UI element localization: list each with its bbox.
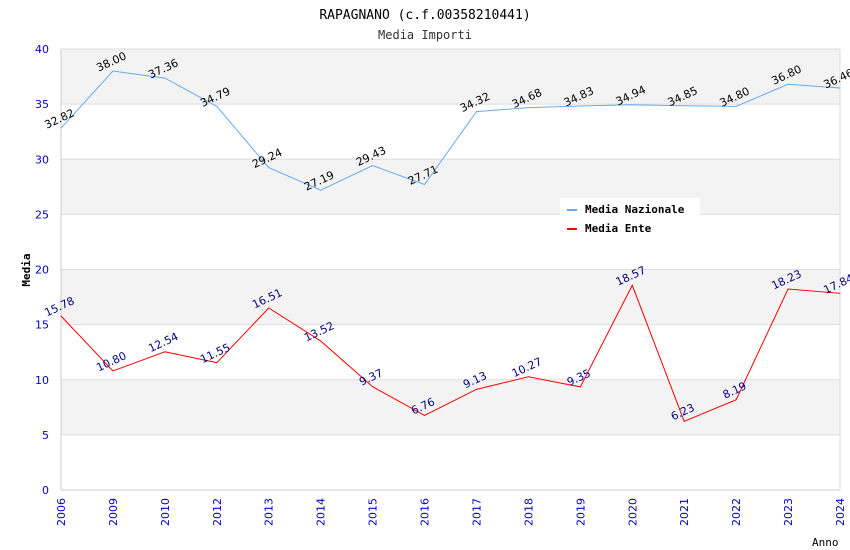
x-tick-label: 2017 <box>470 498 483 526</box>
y-tick-label: 10 <box>35 374 49 387</box>
y-tick-label: 35 <box>35 98 49 111</box>
data-point <box>579 105 581 107</box>
x-tick-label: 2006 <box>55 498 68 526</box>
x-tick-label: 2020 <box>626 498 639 526</box>
data-point <box>164 77 166 79</box>
data-point <box>320 189 322 191</box>
data-point <box>579 386 581 388</box>
data-point <box>424 183 426 185</box>
legend-label-ente: Media Ente <box>585 222 652 235</box>
x-tick-label: 2014 <box>315 498 328 526</box>
data-point <box>475 388 477 390</box>
series-line-ente <box>60 284 841 422</box>
grid-band <box>61 269 840 325</box>
data-point <box>216 105 218 107</box>
x-tick-label: 2019 <box>574 498 587 526</box>
data-point <box>372 386 374 388</box>
x-tick-label: 2024 <box>834 498 847 526</box>
data-point <box>216 362 218 364</box>
y-tick-label: 40 <box>35 43 49 56</box>
data-point <box>735 399 737 401</box>
chart-title: RAPAGNANO (c.f.00358210441) <box>319 8 530 23</box>
x-tick-label: 2018 <box>522 498 535 526</box>
data-point <box>787 83 789 85</box>
grid-band <box>61 379 840 435</box>
y-tick-label: 15 <box>35 319 49 332</box>
data-point <box>60 315 62 317</box>
data-point <box>631 104 633 106</box>
x-tick-label: 2021 <box>678 498 691 526</box>
series-line-nazionale <box>60 70 841 191</box>
data-point <box>372 165 374 167</box>
x-tick-label: 2015 <box>367 498 380 526</box>
grid-band <box>61 159 840 215</box>
data-point <box>839 292 841 294</box>
data-point <box>268 167 270 169</box>
data-point <box>631 284 633 286</box>
data-point <box>268 307 270 309</box>
data-point <box>527 107 529 109</box>
data-point <box>320 340 322 342</box>
x-tick-label: 2013 <box>263 498 276 526</box>
y-axis-label: Media <box>20 253 33 286</box>
grid-band <box>61 49 840 105</box>
data-point <box>112 370 114 372</box>
x-tick-label: 2023 <box>782 498 795 526</box>
legend-label-nazionale: Media Nazionale <box>585 203 685 216</box>
y-tick-label: 20 <box>35 264 49 277</box>
data-point <box>164 351 166 353</box>
legend: Media Nazionale Media Ente <box>560 198 700 240</box>
data-label: 10.27 <box>510 355 544 380</box>
x-tick-label: 2009 <box>107 498 120 526</box>
chart-subtitle: Media Importi <box>378 28 472 42</box>
y-tick-label: 0 <box>42 484 49 497</box>
x-tick-label: 2010 <box>159 498 172 526</box>
x-tick-label: 2022 <box>730 498 743 526</box>
data-point <box>735 105 737 107</box>
data-point <box>839 87 841 89</box>
data-point <box>475 111 477 113</box>
data-point <box>424 414 426 416</box>
data-point <box>683 420 685 422</box>
data-point <box>787 288 789 290</box>
y-tick-label: 25 <box>35 208 49 221</box>
data-label: 10.80 <box>94 349 128 374</box>
data-point <box>527 376 529 378</box>
data-point <box>683 105 685 107</box>
data-point <box>112 70 114 72</box>
data-point <box>60 127 62 129</box>
x-tick-label: 2016 <box>419 498 432 526</box>
x-tick-label: 2012 <box>211 498 224 526</box>
x-axis-label: Anno <box>812 536 839 549</box>
y-tick-label: 5 <box>42 429 49 442</box>
data-label: 12.54 <box>146 330 180 355</box>
y-tick-label: 30 <box>35 153 49 166</box>
